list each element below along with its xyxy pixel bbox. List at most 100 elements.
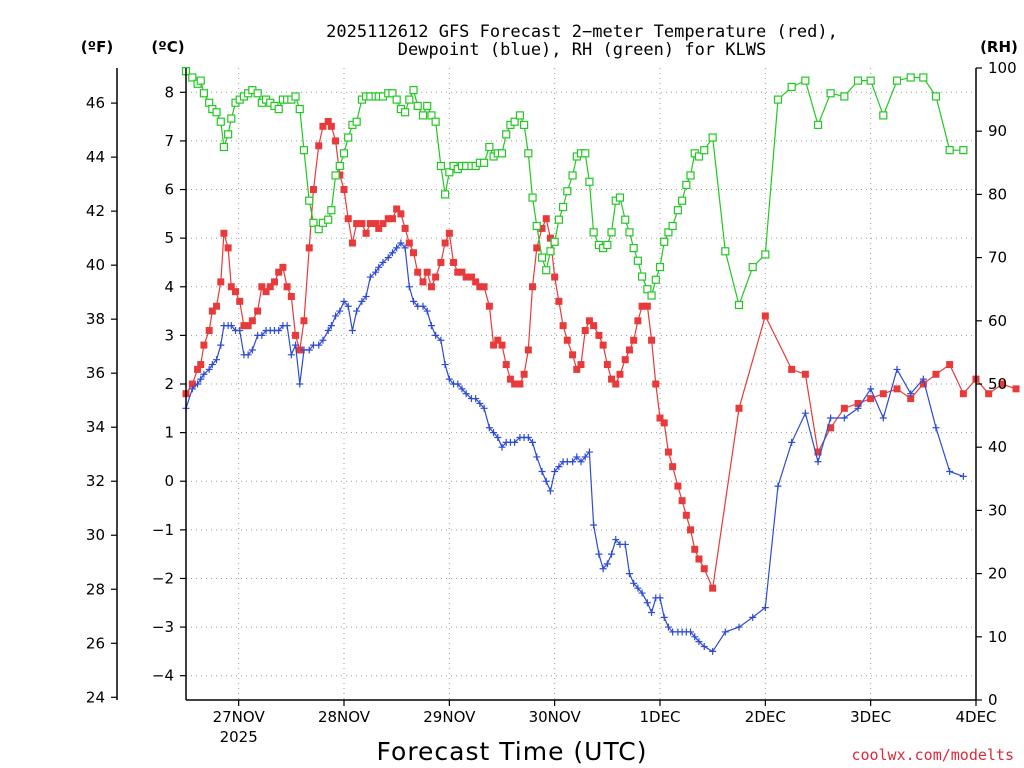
temperature-point xyxy=(985,390,993,398)
rh-point xyxy=(219,142,229,152)
dewpoint-point xyxy=(375,263,383,271)
dewpoint-point xyxy=(248,346,256,354)
temperature-point xyxy=(344,215,352,223)
temperature-point xyxy=(919,380,927,388)
rh-point xyxy=(324,215,333,224)
rh-point xyxy=(589,228,598,237)
temperature-point xyxy=(445,229,453,237)
rh-point xyxy=(919,73,928,82)
temperature-point xyxy=(932,370,940,378)
dewpoint-point xyxy=(542,477,550,485)
rh-point xyxy=(253,89,262,98)
rh-tick-label: 10 xyxy=(988,628,1007,646)
temperature-point xyxy=(867,395,875,403)
celsius-tick-label: 2 xyxy=(164,375,174,393)
rh-point xyxy=(515,111,525,120)
dewpoint-point xyxy=(217,341,225,349)
dewpoint-point xyxy=(208,361,216,369)
dewpoint-point xyxy=(621,540,629,548)
celsius-tick-label: −4 xyxy=(152,667,174,685)
dewpoint-point xyxy=(405,283,413,291)
temperature-point xyxy=(801,370,809,378)
rh-tick-label: 80 xyxy=(988,185,1007,203)
rh-point xyxy=(761,250,770,259)
rh-point xyxy=(748,262,757,272)
dewpoint-point xyxy=(529,438,537,446)
dewpoint-point xyxy=(691,633,699,641)
rh-point xyxy=(621,215,630,224)
fahrenheit-tick-label: 26 xyxy=(86,634,105,652)
dewpoint-point xyxy=(188,385,196,393)
rh-point xyxy=(773,95,783,104)
dewpoint-point xyxy=(569,458,577,466)
fahrenheit-unit-label: (ºF) xyxy=(81,38,113,56)
temperature-point xyxy=(401,224,409,232)
rh-point xyxy=(418,111,428,120)
temperature-point xyxy=(283,283,291,291)
temperature-point xyxy=(590,322,598,330)
series-rh xyxy=(181,67,968,310)
fahrenheit-tick-label: 44 xyxy=(86,148,105,166)
rh-point xyxy=(196,76,205,85)
temperature-point xyxy=(669,463,677,471)
temperature-point xyxy=(458,268,466,276)
temperature-point xyxy=(735,404,743,412)
temperature-point xyxy=(546,234,554,242)
rh-point xyxy=(655,262,665,272)
temperature-point xyxy=(678,497,686,505)
credit-label: coolwx.com/modelts xyxy=(851,746,1014,764)
temperature-point xyxy=(674,482,682,490)
dewpoint-point xyxy=(315,341,323,349)
temperature-point xyxy=(240,322,248,330)
temperature-point xyxy=(248,317,256,325)
temperature-point xyxy=(648,336,656,344)
temperature-point xyxy=(879,390,887,398)
temperature-point xyxy=(362,229,370,237)
rh-point xyxy=(682,180,691,190)
temperature-point xyxy=(467,273,475,281)
rh-point xyxy=(327,206,336,215)
dewpoint-point xyxy=(648,608,656,616)
dewpoint-point xyxy=(879,414,887,422)
rh-point xyxy=(664,228,673,237)
dewpoint-point xyxy=(340,297,348,305)
dewpoint-point xyxy=(388,249,396,257)
rh-point xyxy=(678,196,687,205)
fahrenheit-tick-label: 24 xyxy=(86,688,105,706)
temperature-point xyxy=(585,317,593,325)
temperature-point xyxy=(315,142,323,150)
temperature-point xyxy=(197,361,205,369)
temperature-point xyxy=(595,331,603,339)
temperature-point xyxy=(405,239,413,247)
dewpoint-point xyxy=(585,448,593,456)
rh-point xyxy=(227,114,236,123)
celsius-unit-label: (ºC) xyxy=(151,38,184,56)
rh-point xyxy=(866,76,875,85)
temperature-point xyxy=(516,380,524,388)
temperature-point xyxy=(480,283,488,291)
temperature-point xyxy=(538,224,546,232)
dewpoint-point xyxy=(353,307,361,315)
dewpoint-point xyxy=(814,458,822,466)
rh-point xyxy=(585,177,594,186)
dewpoint-point xyxy=(458,385,466,393)
dewpoint-point xyxy=(336,307,344,315)
dewpoint-point xyxy=(472,395,480,403)
temperature-point xyxy=(232,288,240,296)
rh-point xyxy=(188,73,197,82)
x-tick-label: 30NOV xyxy=(529,708,582,726)
rh-point xyxy=(510,117,519,126)
temperature-point xyxy=(687,526,695,534)
temperature-point xyxy=(340,186,348,194)
rh-point xyxy=(668,221,677,231)
rh-tick-label: 90 xyxy=(988,122,1007,140)
x-tick-label: 29NOV xyxy=(423,708,476,726)
rh-point xyxy=(413,101,422,111)
rh-point xyxy=(405,95,414,104)
dewpoint-point xyxy=(498,443,506,451)
rh-point xyxy=(660,237,669,246)
dewpoint-point xyxy=(227,322,235,330)
temperature-point xyxy=(494,336,502,344)
rh-tick-label: 100 xyxy=(988,59,1017,77)
rh-point xyxy=(436,161,446,171)
